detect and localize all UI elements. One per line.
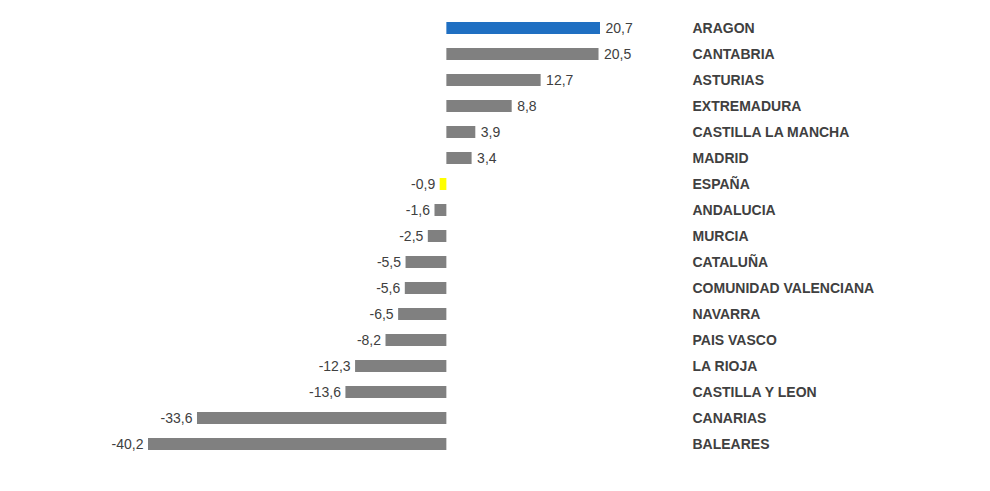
svg-text:BALEARES: BALEARES — [693, 436, 770, 452]
svg-text:ASTURIAS: ASTURIAS — [693, 72, 765, 88]
svg-text:3,4: 3,4 — [477, 150, 497, 166]
svg-text:CASTILLA LA MANCHA: CASTILLA LA MANCHA — [693, 124, 850, 140]
svg-text:CASTILLA Y LEON: CASTILLA Y LEON — [693, 384, 817, 400]
svg-text:-6,5: -6,5 — [369, 306, 393, 322]
svg-text:-8,2: -8,2 — [357, 332, 381, 348]
svg-text:-13,6: -13,6 — [309, 384, 341, 400]
svg-text:MADRID: MADRID — [693, 150, 749, 166]
svg-text:-40,2: -40,2 — [112, 436, 144, 452]
svg-text:CATALUÑA: CATALUÑA — [693, 253, 769, 270]
svg-text:COMUNIDAD VALENCIANA: COMUNIDAD VALENCIANA — [693, 280, 875, 296]
svg-text:CANTABRIA: CANTABRIA — [693, 46, 775, 62]
svg-text:8,8: 8,8 — [517, 98, 537, 114]
svg-text:20,7: 20,7 — [606, 20, 633, 36]
svg-text:ANDALUCIA: ANDALUCIA — [693, 202, 776, 218]
svg-text:ARAGON: ARAGON — [693, 20, 755, 36]
svg-text:3,9: 3,9 — [481, 124, 501, 140]
svg-text:ESPAÑA: ESPAÑA — [693, 175, 750, 192]
svg-text:-0,9: -0,9 — [411, 176, 435, 192]
svg-text:MURCIA: MURCIA — [693, 228, 749, 244]
svg-text:NAVARRA: NAVARRA — [693, 306, 761, 322]
svg-text:20,5: 20,5 — [604, 46, 631, 62]
svg-text:CANARIAS: CANARIAS — [693, 410, 767, 426]
svg-text:-12,3: -12,3 — [319, 358, 351, 374]
svg-text:EXTREMADURA: EXTREMADURA — [693, 98, 802, 114]
svg-text:-2,5: -2,5 — [399, 228, 423, 244]
svg-text:12,7: 12,7 — [546, 72, 573, 88]
svg-text:PAIS VASCO: PAIS VASCO — [693, 332, 777, 348]
svg-text:-1,6: -1,6 — [406, 202, 430, 218]
svg-text:-5,5: -5,5 — [377, 254, 401, 270]
svg-text:-5,6: -5,6 — [376, 280, 400, 296]
svg-text:-33,6: -33,6 — [161, 410, 193, 426]
svg-text:LA RIOJA: LA RIOJA — [693, 358, 758, 374]
